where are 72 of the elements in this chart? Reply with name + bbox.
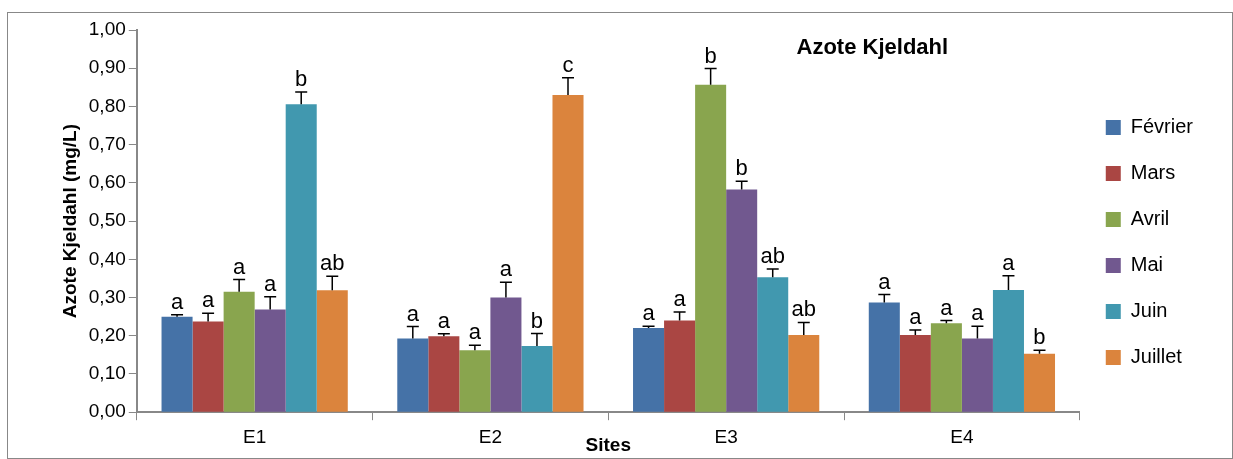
x-tick-label: E1 <box>243 425 267 447</box>
y-tick-label: 0,60 <box>88 171 126 193</box>
bar <box>428 336 460 412</box>
x-tick-label: E4 <box>950 425 974 447</box>
data-label: a <box>909 304 923 330</box>
legend-label: Juin <box>1130 299 1168 322</box>
y-tick-label: 0,20 <box>88 323 126 345</box>
y-axis-title: Azote Kjeldahl (mg/L) <box>58 123 80 319</box>
data-label: a <box>170 288 184 314</box>
data-label: b <box>295 65 308 91</box>
data-label: a <box>940 294 954 320</box>
bar <box>285 104 317 412</box>
bar <box>552 94 584 412</box>
bar <box>161 316 193 412</box>
bar <box>459 350 491 412</box>
y-tick-label: 0,70 <box>88 132 126 154</box>
data-label: a <box>642 300 656 326</box>
data-label: c <box>562 51 574 77</box>
bar <box>521 346 553 412</box>
data-label: b <box>1033 324 1046 350</box>
bar <box>223 291 255 412</box>
bar <box>254 309 286 412</box>
data-label: a <box>437 307 451 333</box>
x-tick-label: E2 <box>478 425 503 447</box>
bar <box>633 328 665 412</box>
y-tick-label: 0,10 <box>88 362 126 384</box>
y-tick-label: 0,30 <box>88 285 126 307</box>
x-axis-title: Sites <box>585 434 631 456</box>
bar <box>726 189 758 412</box>
data-label: ab <box>760 242 785 268</box>
bar <box>695 84 727 412</box>
bar <box>788 335 820 412</box>
data-label: a <box>971 300 985 326</box>
data-label: b <box>530 307 544 333</box>
bar <box>899 335 931 412</box>
data-label: a <box>406 300 420 326</box>
legend-label: Mars <box>1130 161 1176 184</box>
legend-label: Juillet <box>1130 345 1183 368</box>
data-label: a <box>468 319 482 345</box>
bar <box>1023 353 1056 412</box>
y-tick-label: 0,50 <box>88 209 126 231</box>
data-label: b <box>704 42 717 68</box>
data-label: a <box>201 287 215 313</box>
bar <box>192 321 224 412</box>
data-label: ab <box>320 250 345 276</box>
chart-title: Azote Kjeldahl <box>796 34 949 60</box>
bar <box>490 297 522 412</box>
legend-label: Février <box>1130 115 1194 138</box>
data-label: a <box>878 268 892 294</box>
y-tick-label: 0,00 <box>88 400 126 422</box>
data-label: a <box>1002 249 1016 275</box>
bar <box>664 320 696 412</box>
bar <box>757 277 789 412</box>
data-label: a <box>233 253 247 279</box>
data-label: a <box>673 286 687 312</box>
data-label: a <box>499 256 513 282</box>
bar <box>992 289 1024 412</box>
y-tick-label: 0,90 <box>88 56 126 78</box>
y-tick-label: 0,80 <box>88 94 126 116</box>
y-tick-label: 1,00 <box>88 18 126 40</box>
bar <box>397 338 429 412</box>
legend-label: Mai <box>1130 253 1164 276</box>
bar <box>930 323 962 412</box>
bar <box>961 338 993 412</box>
data-label: b <box>735 155 748 181</box>
bar <box>868 302 900 412</box>
legend-label: Avril <box>1130 207 1170 230</box>
y-tick-label: 0,40 <box>88 247 126 269</box>
data-label: ab <box>791 296 816 322</box>
bar <box>316 290 348 412</box>
data-label: a <box>264 270 278 296</box>
x-tick-label: E3 <box>714 425 738 447</box>
